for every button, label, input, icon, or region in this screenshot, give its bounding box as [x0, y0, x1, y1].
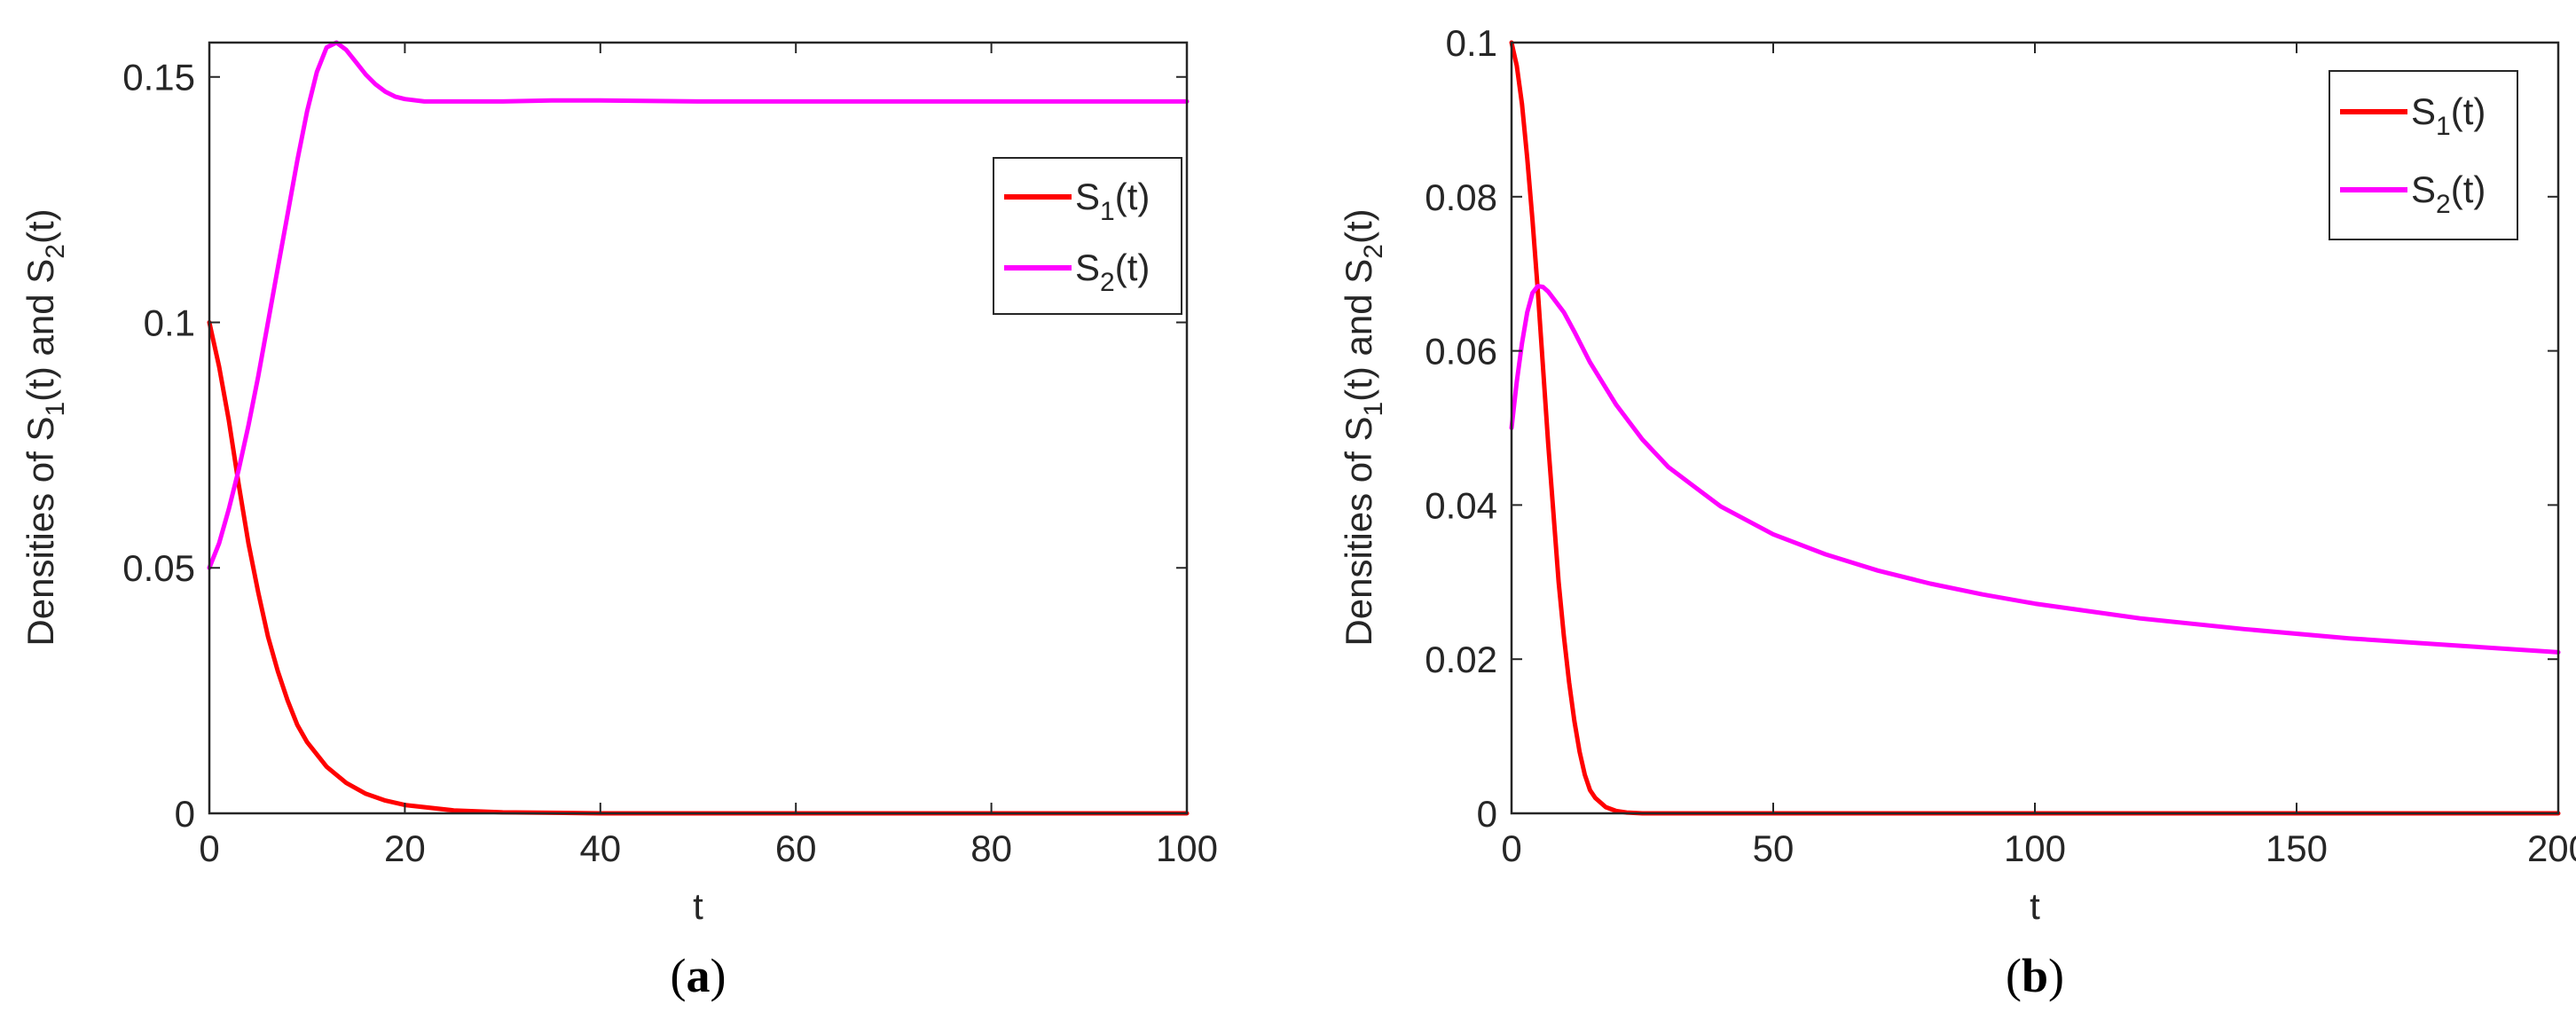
panel-b-legend-box: [2329, 70, 2518, 240]
panel-a-axes-frame: [208, 41, 1189, 815]
panel-a-x-tick-label: 20: [384, 828, 426, 869]
panel-b-legend-label-s1: S1(t): [2411, 90, 2486, 141]
panel-a-caption: (a): [671, 949, 726, 1002]
panel-b-x-tick-label: 0: [1501, 828, 1521, 869]
panel-b-caption: (b): [2006, 949, 2064, 1002]
panel-b-y-axis-label: Densities of S1(t) and S2(t): [1338, 208, 1388, 646]
panel-b-x-axis-label: t: [2030, 885, 2040, 927]
panel-a-series-s2-line: [207, 40, 1190, 570]
panel-a-y-tick-label: 0: [175, 793, 195, 835]
panel-a-x-tick-label: 100: [1156, 828, 1218, 869]
panel-a-y-tick-label: 0.05: [122, 547, 195, 589]
panel-a-y-axis-label: Densities of S1(t) and S2(t): [20, 208, 70, 646]
panel-b-y-tick-label: 0.02: [1425, 639, 1497, 680]
panel-a: 0 20 40 60 80 100 0 0.05 0.1 0.15 Densities of S1…: [20, 40, 1218, 1002]
panel-a-x-tick-label: 0: [199, 828, 219, 869]
panel-b-x-tick-label: 150: [2266, 828, 2328, 869]
panel-b-y-tick-label: 0.06: [1425, 331, 1497, 373]
panel-a-legend: S1(t) S2(t): [993, 157, 1182, 315]
panel-a-legend-label-s2: S2(t): [1075, 247, 1150, 297]
panel-b-y-tick-label: 0.1: [1446, 22, 1497, 64]
panel-a-x-tick-label: 60: [775, 828, 817, 869]
panel-a-y-tick-label: 0.1: [144, 302, 195, 343]
panel-b-legend-label-s2: S2(t): [2411, 169, 2486, 219]
panel-b: 0 50 100 150 200 0 0.02 0.04 0.06 0.08 0.1 Densiti…: [1338, 22, 2576, 1002]
panel-b-y-tick-label: 0.04: [1425, 484, 1497, 526]
panel-b-y-tick-label: 0: [1477, 793, 1497, 835]
panel-b-x-tick-label: 100: [2004, 828, 2066, 869]
panel-b-legend: S1(t) S2(t): [2329, 70, 2518, 240]
panel-a-x-tick-label: 40: [579, 828, 621, 869]
panel-b-x-tick-label: 50: [1753, 828, 1795, 869]
panel-a-y-tick-label: 0.15: [122, 57, 195, 98]
panel-b-ticks: 0 50 100 150 200 0 0.02 0.04 0.06 0.08 0.1: [1425, 22, 2576, 869]
panel-a-x-axis-label: t: [693, 885, 703, 927]
panel-a-legend-label-s1: S1(t): [1075, 176, 1150, 226]
panel-b-x-tick-label: 200: [2527, 828, 2576, 869]
panel-a-legend-box: [993, 157, 1182, 315]
panel-b-series-s2-line: [1509, 284, 2561, 655]
panel-a-series-s1-line: [207, 320, 1190, 816]
panel-b-y-tick-label: 0.08: [1425, 177, 1497, 218]
panel-a-ticks: 0 20 40 60 80 100 0 0.05 0.1 0.15: [122, 43, 1218, 869]
panel-a-x-tick-label: 80: [970, 828, 1012, 869]
